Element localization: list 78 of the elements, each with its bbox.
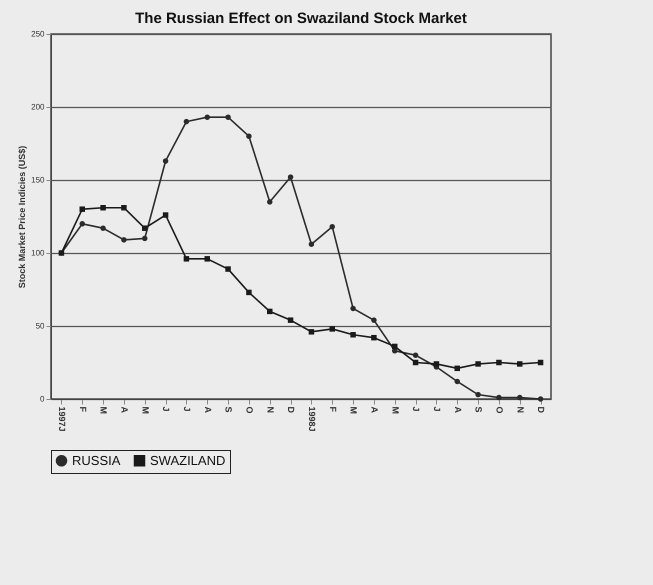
y-tick-label: 0 — [40, 394, 46, 404]
point — [308, 329, 314, 335]
x-tick-label: J — [161, 406, 172, 412]
x-tick-label: N — [515, 406, 526, 413]
point — [184, 256, 190, 262]
point — [412, 360, 418, 366]
point — [142, 225, 148, 231]
y-tick-label: 200 — [31, 102, 46, 112]
point — [350, 332, 356, 338]
point — [225, 266, 231, 272]
point — [100, 225, 106, 231]
point — [80, 221, 85, 227]
x-tick-label: A — [369, 406, 380, 414]
point — [371, 334, 377, 340]
point — [184, 118, 190, 124]
x-tick-label: F — [78, 406, 88, 412]
point — [475, 392, 481, 398]
point — [538, 360, 544, 366]
point — [392, 344, 398, 350]
x-tick-label: 1998J — [306, 406, 317, 432]
point — [246, 133, 252, 139]
point — [517, 361, 522, 367]
point — [496, 394, 502, 400]
point — [100, 205, 106, 210]
x-tick-label: A — [452, 406, 463, 414]
point — [162, 158, 168, 164]
x-tick-label: O — [494, 406, 504, 414]
y-tick-label: 50 — [36, 322, 46, 330]
x-tick-label: A — [119, 406, 130, 414]
x-tick-label: F — [328, 406, 338, 412]
point — [538, 396, 544, 402]
point — [121, 237, 127, 243]
x-tick-label: N — [265, 406, 276, 413]
point — [267, 199, 272, 205]
point — [246, 290, 252, 296]
point — [475, 361, 481, 367]
point — [204, 114, 210, 120]
x-tick-label: A — [202, 406, 213, 414]
point — [350, 306, 356, 312]
point — [142, 236, 148, 242]
x-tick-label: M — [348, 406, 359, 414]
point — [288, 174, 294, 180]
point — [288, 317, 294, 323]
point — [330, 224, 335, 230]
x-tick-label: J — [182, 406, 192, 412]
point — [496, 360, 502, 366]
legend-label: RUSSIA — [72, 452, 121, 468]
x-tick-label: M — [98, 406, 109, 414]
x-tick-label: J — [411, 406, 422, 412]
x-tick-label: M — [140, 406, 150, 414]
x-tick-label: 1997J — [56, 406, 67, 432]
x-tick-label: M — [390, 406, 400, 414]
x-tick-label: D — [536, 406, 546, 414]
point — [454, 378, 460, 384]
y-axis-title: Stock Market Price Indicies (US$) — [17, 146, 28, 288]
point — [517, 394, 522, 400]
point — [434, 361, 440, 367]
point — [454, 366, 460, 372]
y-tick-label: 250 — [31, 30, 46, 38]
point — [308, 242, 314, 247]
x-tick-label: S — [474, 406, 484, 413]
x-tick-label: J — [432, 406, 442, 412]
x-tick-label: D — [286, 406, 296, 414]
legend-label: SWAZILAND — [150, 452, 226, 468]
point — [204, 256, 210, 262]
point — [80, 206, 85, 212]
y-tick-label: 150 — [31, 176, 46, 184]
point — [162, 212, 168, 218]
point — [330, 326, 335, 332]
point — [225, 114, 231, 120]
point — [412, 352, 418, 358]
point — [267, 308, 272, 314]
point — [371, 317, 377, 323]
x-tick-label: S — [224, 406, 234, 413]
x-tick-label: O — [244, 406, 254, 414]
y-tick-label: 100 — [31, 248, 46, 258]
point — [121, 205, 127, 210]
chart-title: The Russian Effect on Swaziland Stock Market — [135, 10, 467, 27]
